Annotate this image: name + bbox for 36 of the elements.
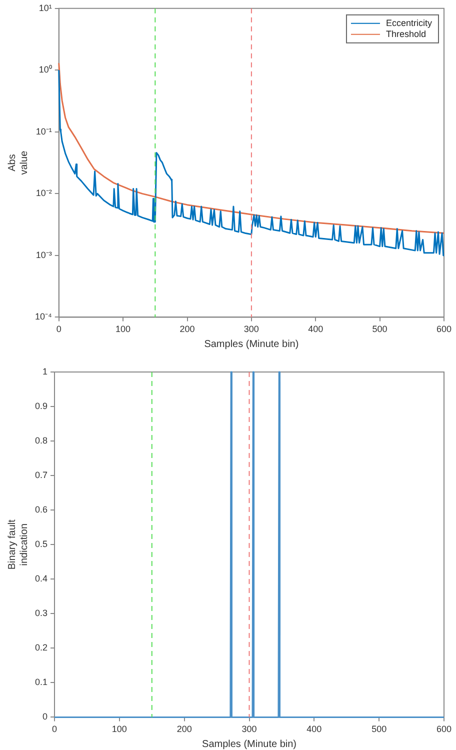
y-tick-label: 10⁻⁴ [34, 312, 52, 322]
x-axis-title: Samples (Minute bin) [202, 738, 296, 750]
x-tick-label: 100 [116, 324, 131, 334]
x-tick-label: 400 [308, 324, 324, 334]
y-tick-label: 0.4 [34, 574, 48, 584]
legend-label: Eccentricity [386, 18, 432, 28]
x-axis-title: Samples (Minute bin) [204, 338, 299, 350]
x-tick-label: 0 [56, 324, 62, 334]
x-tick-label: 600 [436, 324, 452, 334]
legend-label: Threshold [386, 28, 426, 39]
y-tick-label: 10⁰ [38, 64, 52, 75]
y-axis-title: Abs value [6, 150, 30, 175]
y-tick-label: 1 [42, 366, 48, 376]
x-tick-label: 400 [306, 724, 322, 734]
x-tick-label: 500 [372, 724, 387, 734]
x-tick-label: 100 [112, 724, 127, 734]
x-tick-label: 300 [242, 724, 257, 734]
y-tick-label: 0 [42, 712, 48, 722]
y-tick-label: 0.3 [34, 608, 48, 618]
y-tick-label: 0.8 [34, 436, 48, 446]
y-tick-label: 0.7 [34, 470, 48, 480]
y-tick-label: 0.2 [34, 642, 48, 653]
y-tick-label: 0.1 [34, 677, 48, 688]
x-tick-label: 500 [372, 324, 388, 334]
y-axis-title: Binary fault indication [6, 519, 30, 570]
y-tick-label: 0.9 [34, 401, 48, 412]
x-tick-label: 600 [436, 724, 452, 734]
x-tick-label: 200 [176, 724, 192, 734]
x-tick-label: 200 [180, 324, 195, 334]
y-tick-label: 10⁻³ [36, 250, 52, 260]
y-tick-label: 10¹ [38, 2, 52, 13]
x-tick-label: 300 [244, 324, 259, 334]
y-tick-label: 0.6 [34, 504, 48, 515]
y-tick-label: 10⁻² [36, 188, 52, 198]
y-tick-label: 10⁻¹ [36, 126, 52, 136]
y-tick-label: 0.5 [34, 539, 48, 550]
